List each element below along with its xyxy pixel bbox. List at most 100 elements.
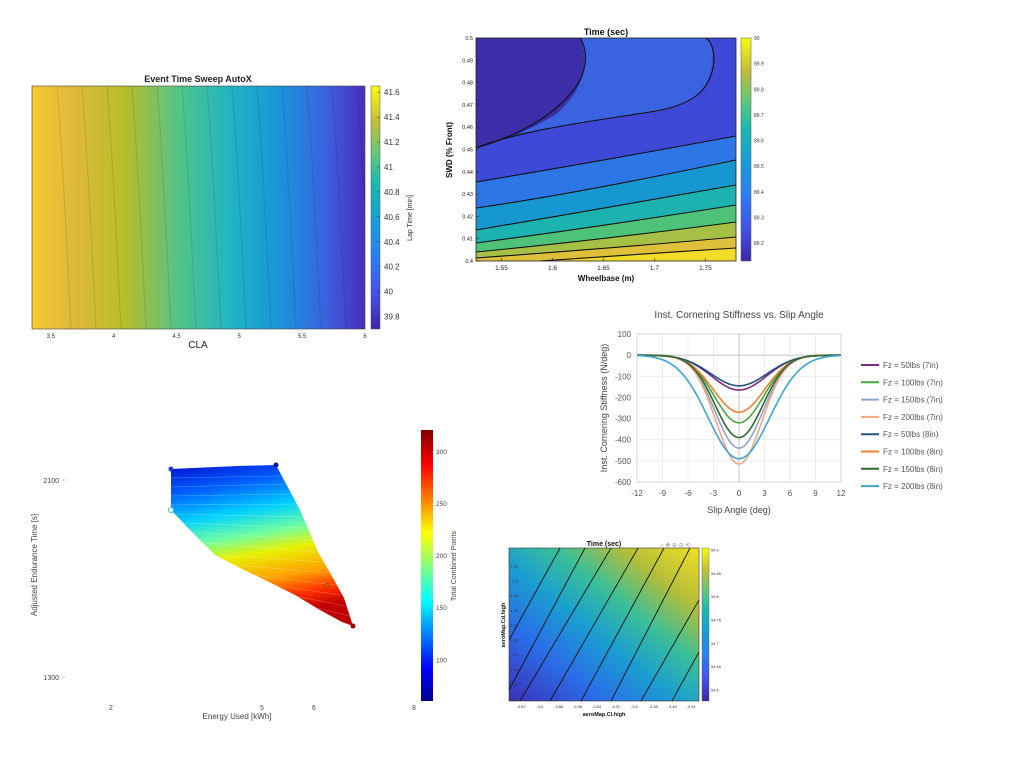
chart4-x-label: Energy Used [kWh] (203, 712, 272, 721)
chart3-series-line (637, 354, 841, 460)
chart4-colorbar-tick: 150 (436, 605, 447, 612)
chart5-colorbar-ticks: 54.6 54.65 54.7 54.75 54.8 54.85 54.9 (711, 548, 722, 693)
chart5-colorbar (701, 547, 710, 702)
chart3-y-tick: -500 (615, 457, 632, 466)
chart5-x-tick: -3.58 (554, 704, 564, 709)
chart2-y-tick: 0.5 (465, 36, 473, 42)
chart1-colorbar-tick: 41.2 (384, 138, 400, 147)
chart2-y-tick: 0.44 (462, 170, 473, 176)
chart1-x-tick: 3.5 (47, 334, 56, 340)
chart5-x-tick: -3.44 (686, 704, 696, 709)
chart2-y-tick: 0.45 (462, 148, 473, 154)
chart4-x-axis: 2 5 6 8 (109, 705, 416, 712)
chart1-x-axis: 3.5 4 4.5 5 5.5 6 (47, 334, 368, 340)
chart1-x-tick: 4.5 (172, 334, 181, 340)
chart3-x-tick: -9 (659, 489, 667, 498)
chart2-y-tick: 0.4 (465, 259, 473, 265)
chart-aeromap: Time (sec) ⌂ ✥ ⊕ ⊖ ⟲ -3.62 -3.6 -3.58 -3.56… (501, 541, 722, 718)
chart3-legend-label: Fz = 50lbs (7in) (883, 361, 939, 370)
chart3-x-axis: -12 -9 -6 -3 0 3 6 9 12 (631, 489, 846, 498)
chart3-y-tick: -600 (615, 478, 632, 487)
chart1-colorbar-label: Lap Time [min] (407, 195, 414, 241)
chart3-legend-label: Fz = 150lbs (7in) (883, 396, 943, 405)
chart1-colorbar-tick: 40.6 (384, 213, 400, 222)
chart5-colorbar-tick: 54.85 (711, 571, 722, 576)
chart4-y-tick: 2100 (43, 478, 59, 485)
chart2-y-tick: 0.42 (462, 214, 473, 220)
chart5-colorbar-tick: 54.65 (711, 664, 722, 669)
chart1-colorbar-tick: 40.4 (384, 238, 400, 247)
chart3-title: Inst. Cornering Stiffness vs. Slip Angle (654, 310, 824, 321)
chart3-y-tick: 0 (627, 351, 632, 360)
chart4-data-region (168, 462, 356, 629)
chart1-colorbar-tick: 41 (384, 163, 393, 172)
chart4-colorbar-tick: 100 (436, 657, 447, 664)
chart5-surface (509, 548, 699, 701)
chart2-colorbar-tick: 89.3 (754, 215, 764, 221)
chart5-y-axis: 1.14 1.16 1.18 1.2 1.22 1.24 1.26 1.28 1.3 1.32 (510, 564, 519, 702)
chart3-legend: Fz = 50lbs (7in) Fz = 100lbs (7in) Fz = 15… (861, 361, 943, 491)
chart1-colorbar-tick: 39.8 (384, 313, 400, 322)
chart2-y-tick: 0.49 (462, 58, 473, 64)
chart4-y-axis: 2100 1300 (43, 478, 65, 682)
chart4-x-tick: 5 (260, 705, 264, 712)
chart4-x-tick: 2 (109, 705, 113, 712)
chart3-y-tick: -400 (615, 436, 632, 445)
chart5-x-tick: -3.5 (631, 704, 639, 709)
chart3-x-tick: 12 (837, 489, 846, 498)
chart3-y-tick: -200 (615, 393, 632, 402)
chart3-x-tick: 0 (737, 489, 742, 498)
chart4-colorbar (421, 430, 433, 701)
chart5-x-tick: -3.6 (536, 704, 544, 709)
chart2-colorbar-tick: 89.6 (754, 139, 764, 145)
chart5-y-tick: 1.16 (510, 682, 519, 687)
chart5-y-tick: 1.28 (510, 593, 519, 598)
chart3-x-tick: 9 (813, 489, 818, 498)
chart4-x-tick: 8 (412, 705, 416, 712)
chart3-x-label: Slip Angle (deg) (707, 505, 771, 515)
chart3-y-axis: 100 0 -100 -200 -300 -400 -500 -600 (615, 330, 632, 487)
chart5-colorbar-tick: 54.75 (711, 618, 722, 623)
chart1-x-tick: 5 (238, 334, 242, 340)
chart3-legend-label: Fz = 100lbs (7in) (883, 378, 943, 387)
chart4-point (350, 623, 356, 629)
chart3-legend-label: Fz = 50lbs (8in) (883, 430, 939, 439)
chart3-legend-label: Fz = 150lbs (8in) (883, 465, 943, 474)
chart3-legend-label: Fz = 200lbs (8in) (883, 482, 943, 491)
chart5-x-tick: -3.52 (611, 704, 621, 709)
chart1-colorbar-tick: 41.4 (384, 113, 400, 122)
chart3-legend-label: Fz = 100lbs (8in) (883, 448, 943, 457)
chart1-x-tick: 4 (112, 334, 116, 340)
chart5-toolbar[interactable]: ⌂ ✥ ⊕ ⊖ ⟲ (660, 542, 690, 549)
chart3-y-tick: -100 (615, 372, 632, 381)
chart5-y-tick: 1.3 (512, 578, 518, 583)
chart-cornering-stiffness: Inst. Cornering Stiffness vs. Slip Angle… (599, 310, 943, 515)
chart2-y-tick: 0.41 (462, 237, 473, 243)
chart2-colorbar-ticks: 89.2 89.3 89.4 89.5 89.6 89.7 89.8 89.9 90 (754, 36, 764, 247)
chart2-x-tick: 1.65 (597, 265, 610, 272)
chart4-colorbar-label: Total Combined Points (451, 530, 458, 601)
chart5-colorbar-tick: 54.7 (711, 641, 720, 646)
chart5-x-tick: -3.54 (592, 704, 602, 709)
chart5-y-tick: 1.2 (512, 652, 518, 657)
chart2-colorbar-tick: 89.2 (754, 241, 764, 247)
chart4-colorbar-tick: 250 (436, 501, 447, 508)
chart3-x-tick: -6 (684, 489, 692, 498)
chart5-colorbar-tick: 54.6 (711, 688, 720, 693)
chart3-x-tick: 6 (788, 489, 793, 498)
chart4-y-tick: 1300 (43, 675, 59, 682)
chart5-title: Time (sec) (587, 541, 622, 548)
chart2-title: Time (sec) (584, 27, 628, 37)
chart5-colorbar-tick: 54.8 (711, 594, 720, 599)
chart5-y-tick: 1.18 (510, 667, 519, 672)
chart5-x-label: aeroMap.Cl.high (583, 712, 626, 718)
chart1-x-tick: 5.5 (298, 334, 307, 340)
chart1-surface (32, 86, 365, 329)
toolbar-icons[interactable]: ⌂ ✥ ⊕ ⊖ ⟲ (660, 542, 690, 549)
chart2-colorbar-tick: 89.8 (754, 87, 764, 93)
chart2-x-label: Wheelbase (m) (578, 274, 635, 283)
chart2-colorbar-tick: 90 (754, 36, 760, 42)
chart5-colorbar-tick: 54.9 (711, 548, 720, 553)
chart1-x-tick: 6 (363, 334, 367, 340)
